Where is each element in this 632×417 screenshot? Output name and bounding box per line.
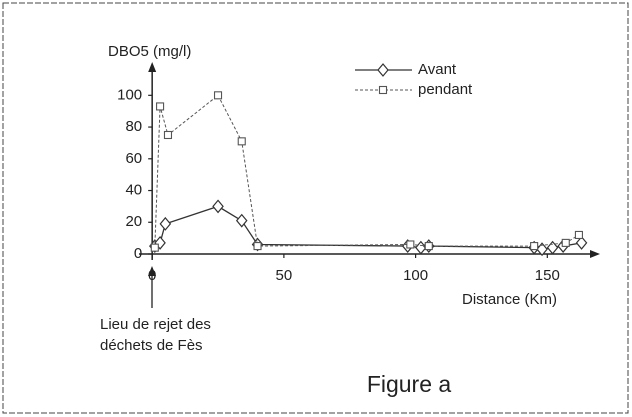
y-tick-label: 40 [125,181,142,198]
data-point [536,242,548,257]
annotation: déchets de Fès [100,337,203,354]
data-point [212,199,224,214]
y-tick-label: 80 [125,118,142,135]
annotation: Lieu de rejet des [100,316,211,333]
data-point [574,230,583,240]
data-point [150,243,159,252]
x-axis-label: Distance (Km) [462,291,557,308]
data-point [163,130,173,140]
data-point [159,216,172,231]
data-point [406,240,415,249]
y-axis-arrow [148,62,157,72]
x-tick-label: 100 [403,267,428,284]
data-line [154,94,580,248]
data-point [213,91,223,100]
data-point [561,238,570,247]
x-tick-label: 50 [276,267,293,284]
x-tick-label: 150 [535,267,560,284]
legend-marker [377,63,389,77]
data-point [530,242,539,251]
data-point [575,235,588,250]
data-point [424,242,433,251]
caption: Figure a [367,371,452,397]
x-axis-arrow [590,250,600,258]
y-tick-label: 100 [117,86,142,103]
annotation-arrowhead [148,266,156,276]
legend-label: Avant [418,61,457,78]
x-tick-label: 0 [148,267,156,284]
data-line [154,205,582,250]
data-point [156,102,165,111]
legend-label: pendant [418,81,473,98]
y-tick-label: 20 [125,213,142,230]
data-point [253,242,262,251]
y-axis-label: DBO5 (mg/l) [108,43,191,60]
data-point [237,137,246,146]
legend-marker [378,85,388,95]
data-point [235,213,248,228]
y-tick-label: 0 [134,245,142,262]
y-tick-label: 60 [125,150,142,167]
